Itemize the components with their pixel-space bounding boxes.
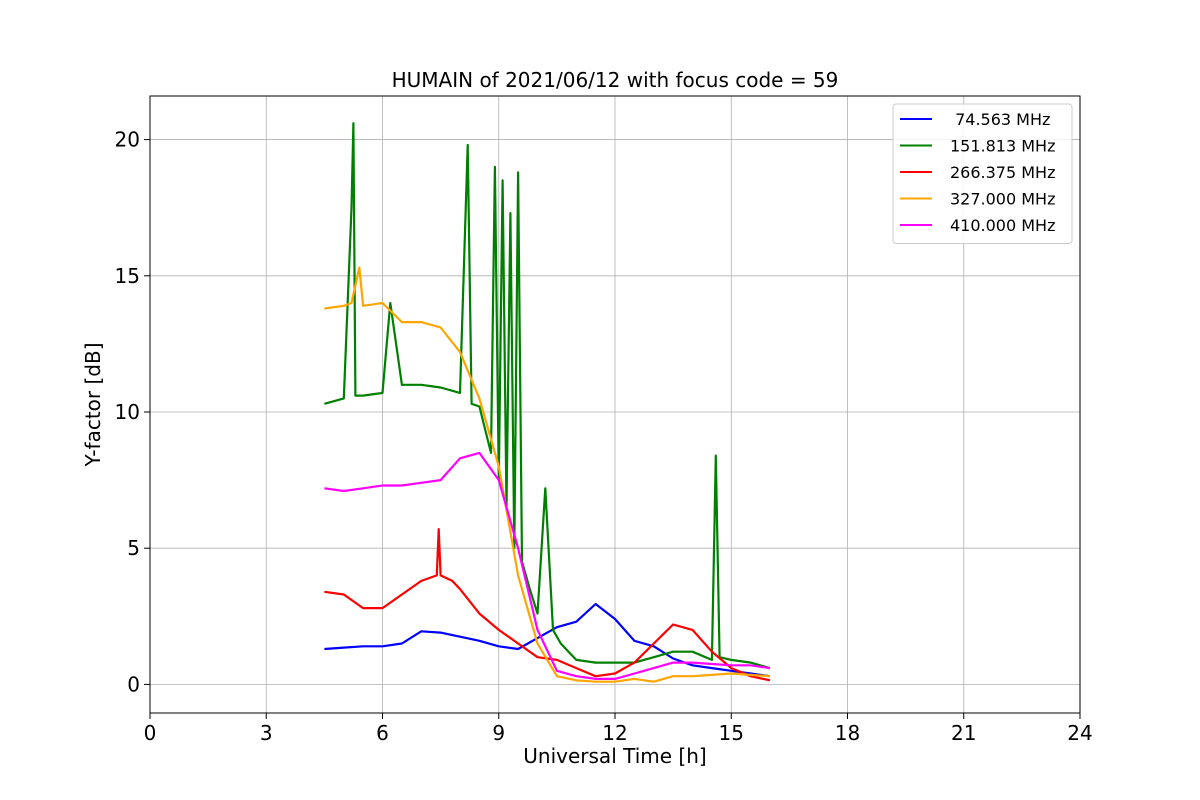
legend-label: 151.813 MHz <box>950 137 1055 156</box>
legend-label: 410.000 MHz <box>950 216 1055 235</box>
x-tick-label: 9 <box>492 721 505 745</box>
x-axis-label: Universal Time [h] <box>523 744 706 768</box>
series-line-0 <box>324 602 771 678</box>
x-tick-label: 6 <box>376 721 389 745</box>
x-tick-label: 3 <box>260 721 273 745</box>
series-line-4 <box>324 451 771 681</box>
x-tick-label: 15 <box>719 721 744 745</box>
chart-title: HUMAIN of 2021/06/12 with focus code = 5… <box>392 68 839 92</box>
legend-label: 74.563 MHz <box>950 110 1050 129</box>
y-tick-label: 5 <box>127 536 140 560</box>
legend-label: 266.375 MHz <box>950 163 1055 182</box>
series-line-2 <box>324 527 771 682</box>
x-tick-label: 18 <box>835 721 860 745</box>
plot-series <box>324 122 771 683</box>
series-line-3 <box>324 266 771 683</box>
legend-box <box>892 103 1073 244</box>
x-tick-label: 0 <box>144 721 157 745</box>
x-tick-label: 21 <box>951 721 976 745</box>
x-tick-label: 12 <box>602 721 627 745</box>
y-tick-label: 15 <box>115 264 140 288</box>
y-tick-label: 10 <box>115 400 140 424</box>
legend-label: 327.000 MHz <box>950 190 1055 209</box>
y-tick-label: 20 <box>115 128 140 152</box>
legend: 74.563 MHz 151.813 MHz 266.375 MHz 327.000 … <box>892 103 1073 244</box>
ticks: 0 3 6 9 12 15 18 21 24 0 5 10 15 20 <box>115 128 1093 745</box>
x-tick-label: 24 <box>1067 721 1092 745</box>
y-tick-label: 0 <box>127 672 140 696</box>
y-axis-label: Y-factor [dB] <box>81 342 105 467</box>
